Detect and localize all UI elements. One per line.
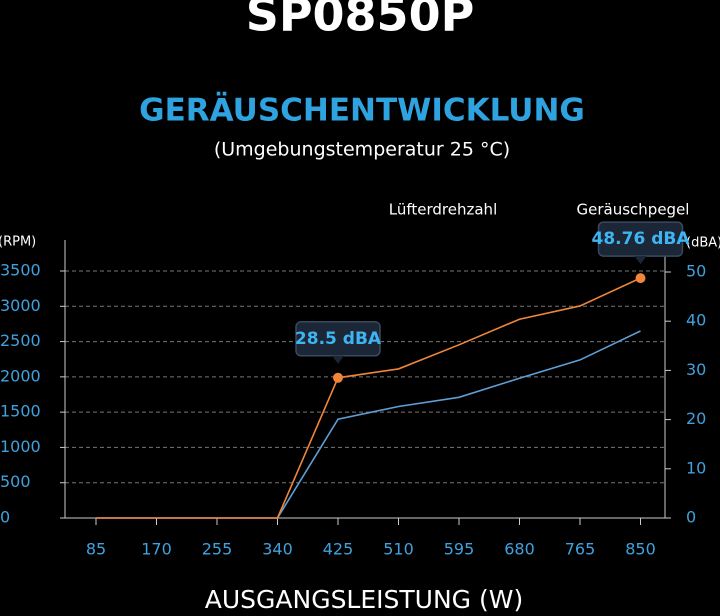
chart-note: (Umgebungstemperatur 25 °C) xyxy=(214,139,510,161)
chart-subtitle: GERÄUSCHENTWICKLUNG xyxy=(139,93,585,129)
x-tick-label: 510 xyxy=(383,540,414,559)
data-label: 48.76 dBA xyxy=(592,229,691,249)
data-point xyxy=(333,372,343,383)
y-tick-label: 2500 xyxy=(0,331,41,350)
callout: 28.5 dBA xyxy=(295,321,382,364)
x-tick-label: 340 xyxy=(262,540,293,559)
y2-tick-label: 10 xyxy=(686,458,706,477)
callout: 48.76 dBA xyxy=(592,221,691,265)
y2-tick-label: 50 xyxy=(686,262,706,281)
y2-tick-label: 40 xyxy=(686,311,706,330)
y-tick-label: 500 xyxy=(0,472,31,491)
y2-tick-label: 0 xyxy=(686,508,696,527)
x-tick-label: 255 xyxy=(202,540,233,559)
x-tick-label: 425 xyxy=(323,540,354,559)
y2-tick-label: 30 xyxy=(686,360,706,379)
series-line xyxy=(96,277,641,519)
data-label: 28.5 dBA xyxy=(295,329,382,349)
x-axis-label: AUSGANGSLEISTUNG (W) xyxy=(205,585,523,614)
callout-pointer xyxy=(332,355,344,364)
y-axis-label: (RPM) xyxy=(0,235,36,250)
legend-label: Geräuschpegel xyxy=(577,201,690,219)
x-tick-label: 85 xyxy=(86,540,106,559)
y-tick-label: 3000 xyxy=(0,296,41,315)
x-tick-label: 595 xyxy=(444,540,475,559)
y-tick-label: 0 xyxy=(0,508,10,527)
x-tick-label: 170 xyxy=(141,540,172,559)
y-tick-label: 1000 xyxy=(0,437,41,456)
callout-pointer xyxy=(634,256,647,265)
y2-tick-label: 20 xyxy=(686,409,706,428)
x-tick-label: 850 xyxy=(625,540,656,559)
legend-label: Lüfterdrehzahl xyxy=(389,201,497,219)
y-tick-label: 1500 xyxy=(0,402,41,421)
y-tick-label: 3500 xyxy=(0,261,41,280)
chart-title: SP0850P xyxy=(246,0,475,42)
y-tick-label: 2000 xyxy=(0,366,41,385)
data-point xyxy=(635,273,646,284)
y2-axis-label: (dBA) xyxy=(686,236,720,251)
x-tick-label: 765 xyxy=(565,540,596,559)
x-tick-label: 680 xyxy=(504,540,535,559)
